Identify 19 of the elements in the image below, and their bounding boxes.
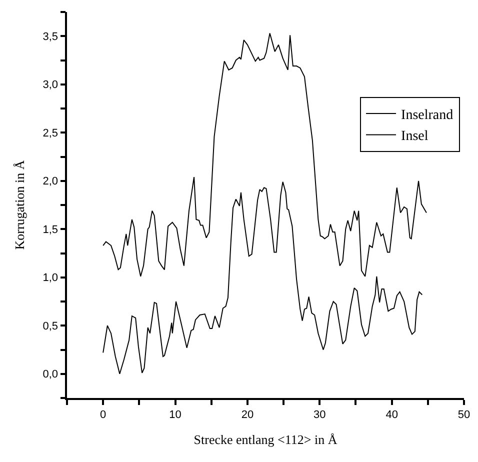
x-tick-label: 30 bbox=[314, 408, 326, 421]
x-tick-label: 10 bbox=[169, 408, 182, 421]
y-tick-label: 1,5 bbox=[42, 224, 58, 236]
y-tick-label: 3,5 bbox=[42, 30, 58, 43]
legend-label: Insel bbox=[401, 129, 428, 144]
legend-label: Inselrand bbox=[401, 108, 454, 123]
line-series bbox=[102, 181, 423, 374]
y-tick-label: 0,0 bbox=[42, 368, 58, 381]
y-axis-title: Korrugation in Å bbox=[12, 160, 28, 250]
y-tick-label: 2,0 bbox=[42, 176, 58, 188]
y-tick-label: 1,0 bbox=[42, 272, 58, 284]
y-tick-label: 3,0 bbox=[42, 79, 58, 92]
x-tick-label: 20 bbox=[241, 408, 254, 421]
x-tick-label: 50 bbox=[458, 408, 470, 421]
y-tick-label: 0,5 bbox=[42, 320, 58, 332]
x-tick-label: 40 bbox=[386, 408, 398, 421]
y-tick-label: 2,5 bbox=[42, 127, 58, 140]
x-axis-title: Strecke entlang <112> in Å bbox=[194, 432, 338, 448]
x-tick-label: 0 bbox=[100, 408, 106, 421]
